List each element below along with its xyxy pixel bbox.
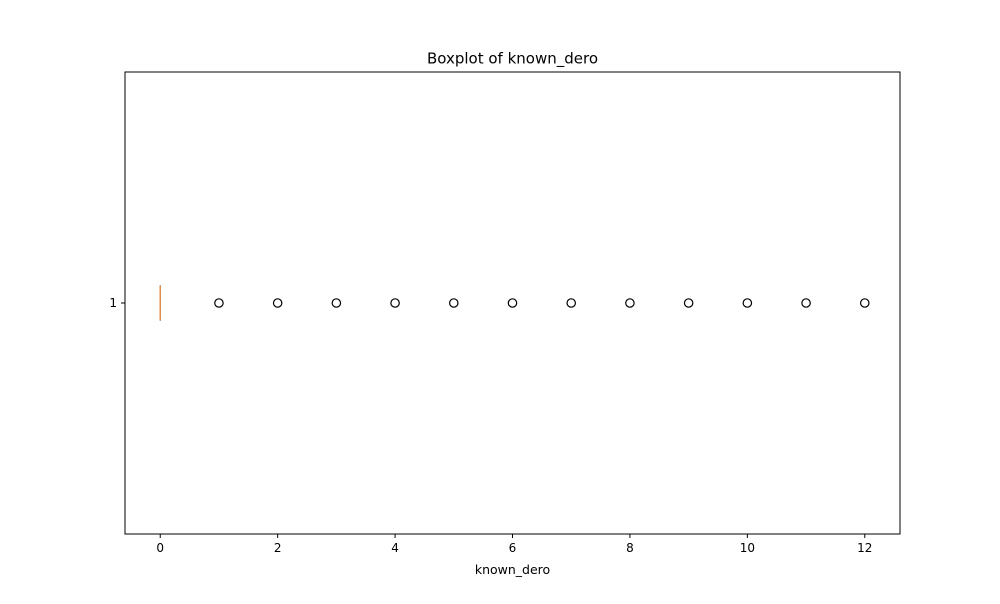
plot-area [125, 72, 900, 534]
x-tick-label: 2 [274, 541, 282, 555]
x-axis-label: known_dero [475, 562, 550, 577]
x-tick-label: 4 [391, 541, 399, 555]
x-tick-label: 10 [740, 541, 755, 555]
x-tick-label: 6 [509, 541, 517, 555]
chart-title: Boxplot of known_dero [427, 50, 598, 69]
x-tick-label: 0 [156, 541, 164, 555]
x-axis: 0 2 4 6 8 10 12 [156, 534, 872, 555]
x-tick-label: 12 [857, 541, 872, 555]
y-tick-label: 1 [109, 296, 117, 310]
x-tick-label: 8 [626, 541, 634, 555]
y-axis: 1 [109, 296, 125, 310]
